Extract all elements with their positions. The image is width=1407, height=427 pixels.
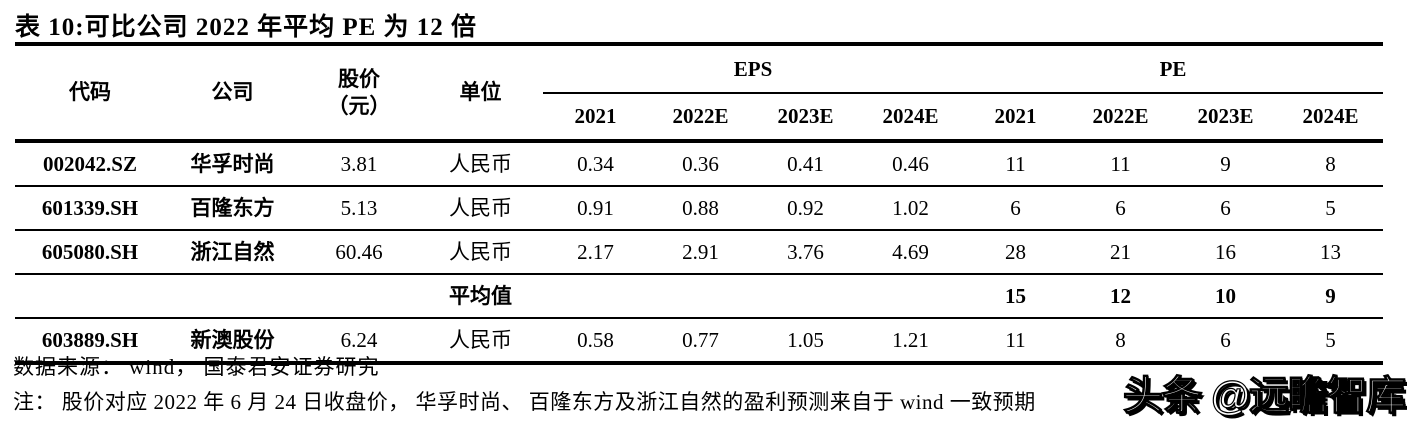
cell-code: 603889.SH <box>15 318 165 365</box>
cell-eps-2023e: 0.92 <box>753 186 858 231</box>
cell-pe-2023e: 6 <box>1173 186 1279 231</box>
eps-year-2021: 2021 <box>543 93 648 143</box>
pe-year-2024e: 2024E <box>1278 93 1384 143</box>
cell-eps-2023e: 1.05 <box>753 318 858 365</box>
avg-pe-2022e: 12 <box>1068 274 1174 319</box>
cell-eps-2024e: 1.21 <box>858 318 964 365</box>
table-row: 605080.SH 浙江自然 60.46 人民币 2.17 2.91 3.76 … <box>15 230 1384 275</box>
cell-price: 60.46 <box>300 230 418 275</box>
col-group-pe: PE <box>963 44 1384 94</box>
comparable-companies-table: 代码 公司 股价 （元） 单位 EPS PE 2021 2022E 2023E … <box>15 42 1384 365</box>
cell-pe-2022e: 6 <box>1068 186 1174 231</box>
data-source-line: 数据来源： wind， 国泰君安证券研究 <box>13 355 380 379</box>
cell-price: 3.81 <box>300 141 418 187</box>
cell-pe-2022e: 21 <box>1068 230 1174 275</box>
table-row: 002042.SZ 华孚时尚 3.81 人民币 0.34 0.36 0.41 0… <box>15 141 1384 187</box>
col-header-unit: 单位 <box>418 44 543 143</box>
cell-pe-2024e: 5 <box>1278 318 1384 365</box>
cell-company: 百隆东方 <box>165 186 300 231</box>
cell-pe-2021: 11 <box>963 141 1069 187</box>
col-header-price: 股价 （元） <box>300 44 418 143</box>
eps-year-2023e: 2023E <box>753 93 858 143</box>
cell-price-empty <box>300 274 418 319</box>
cell-pe-2021: 11 <box>963 318 1069 365</box>
average-label: 平均值 <box>418 274 543 319</box>
col-group-eps: EPS <box>543 44 964 94</box>
table-row: 603889.SH 新澳股份 6.24 人民币 0.58 0.77 1.05 1… <box>15 318 1384 365</box>
cell-pe-2021: 6 <box>963 186 1069 231</box>
eps-year-2022e: 2022E <box>648 93 753 143</box>
cell-company: 新澳股份 <box>165 318 300 365</box>
cell-company: 华孚时尚 <box>165 141 300 187</box>
cell-eps-empty <box>858 274 964 319</box>
cell-eps-2022e: 0.88 <box>648 186 753 231</box>
cell-eps-2024e: 4.69 <box>858 230 964 275</box>
cell-pe-2022e: 8 <box>1068 318 1174 365</box>
watermark-toutiao-yuanzhan: 头条 @远瞻智库 <box>1122 373 1406 418</box>
cell-eps-2021: 0.34 <box>543 141 648 187</box>
pe-year-2021: 2021 <box>963 93 1069 143</box>
header-group-row: 代码 公司 股价 （元） 单位 EPS PE <box>15 44 1384 143</box>
avg-pe-2021: 15 <box>963 274 1069 319</box>
cell-pe-2024e: 13 <box>1278 230 1384 275</box>
price-header-line1: 股价 <box>338 67 380 92</box>
cell-eps-2022e: 0.77 <box>648 318 753 365</box>
cell-eps-2021: 2.17 <box>543 230 648 275</box>
cell-eps-2022e: 2.91 <box>648 230 753 275</box>
col-header-company: 公司 <box>165 44 300 143</box>
cell-eps-2024e: 0.46 <box>858 141 964 187</box>
cell-eps-2023e: 3.76 <box>753 230 858 275</box>
cell-company: 浙江自然 <box>165 230 300 275</box>
cell-pe-2023e: 16 <box>1173 230 1279 275</box>
pe-year-2023e: 2023E <box>1173 93 1279 143</box>
cell-pe-2022e: 11 <box>1068 141 1174 187</box>
cell-unit: 人民币 <box>418 141 543 187</box>
cell-eps-2022e: 0.36 <box>648 141 753 187</box>
avg-pe-2023e: 10 <box>1173 274 1279 319</box>
table-row: 601339.SH 百隆东方 5.13 人民币 0.91 0.88 0.92 1… <box>15 186 1384 231</box>
average-row: 平均值 15 12 10 9 <box>15 274 1384 319</box>
col-header-code: 代码 <box>15 44 165 143</box>
cell-code: 002042.SZ <box>15 141 165 187</box>
avg-pe-2024e: 9 <box>1278 274 1384 319</box>
cell-code: 601339.SH <box>15 186 165 231</box>
price-header-line2: （元） <box>327 93 391 118</box>
cell-pe-2023e: 9 <box>1173 141 1279 187</box>
cell-pe-2021: 28 <box>963 230 1069 275</box>
header-years-row: 2021 2022E 2023E 2024E 2021 2022E 2023E … <box>15 93 1384 143</box>
eps-year-2024e: 2024E <box>858 93 964 143</box>
cell-eps-empty <box>543 274 648 319</box>
footnote-line: 注： 股价对应 2022 年 6 月 24 日收盘价， 华孚时尚、 百隆东方及浙… <box>13 390 1036 414</box>
cell-pe-2024e: 5 <box>1278 186 1384 231</box>
cell-eps-empty <box>753 274 858 319</box>
cell-eps-2021: 0.91 <box>543 186 648 231</box>
cell-code-empty <box>15 274 165 319</box>
cell-price: 6.24 <box>300 318 418 365</box>
cell-eps-2023e: 0.41 <box>753 141 858 187</box>
cell-eps-2024e: 1.02 <box>858 186 964 231</box>
cell-price: 5.13 <box>300 186 418 231</box>
cell-pe-2024e: 8 <box>1278 141 1384 187</box>
cell-unit: 人民币 <box>418 230 543 275</box>
cell-unit: 人民币 <box>418 186 543 231</box>
cell-code: 605080.SH <box>15 230 165 275</box>
cell-unit: 人民币 <box>418 318 543 365</box>
cell-pe-2023e: 6 <box>1173 318 1279 365</box>
cell-eps-2021: 0.58 <box>543 318 648 365</box>
cell-company-empty <box>165 274 300 319</box>
pe-year-2022e: 2022E <box>1068 93 1174 143</box>
cell-eps-empty <box>648 274 753 319</box>
table-title: 表 10:可比公司 2022 年平均 PE 为 12 倍 <box>15 14 478 41</box>
